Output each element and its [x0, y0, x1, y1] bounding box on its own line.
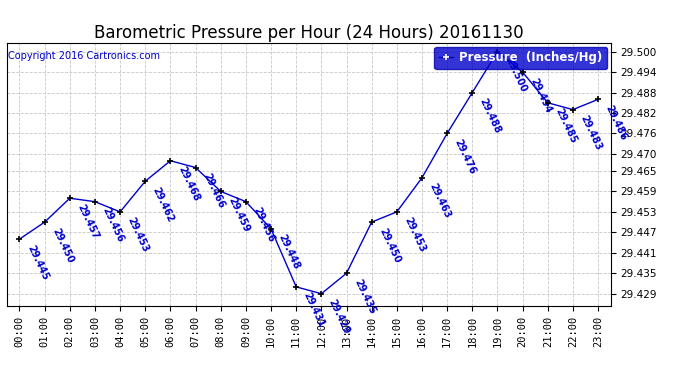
Text: 29.459: 29.459 [226, 196, 251, 234]
Text: 29.463: 29.463 [428, 182, 453, 220]
Text: 29.429: 29.429 [327, 298, 352, 336]
Text: 29.468: 29.468 [176, 165, 201, 203]
Text: 29.485: 29.485 [553, 107, 578, 145]
Text: 29.431: 29.431 [302, 291, 326, 329]
Legend: Pressure  (Inches/Hg): Pressure (Inches/Hg) [434, 46, 607, 69]
Text: 29.456: 29.456 [251, 206, 277, 244]
Text: 29.500: 29.500 [503, 56, 528, 94]
Text: 29.457: 29.457 [75, 202, 100, 241]
Text: 29.494: 29.494 [528, 76, 553, 114]
Text: 29.445: 29.445 [25, 243, 50, 282]
Text: 29.453: 29.453 [402, 216, 427, 254]
Text: 29.448: 29.448 [277, 233, 302, 272]
Text: 29.483: 29.483 [578, 114, 604, 152]
Text: 29.476: 29.476 [453, 138, 477, 176]
Text: Copyright 2016 Cartronics.com: Copyright 2016 Cartronics.com [8, 51, 160, 61]
Text: 29.450: 29.450 [50, 226, 75, 264]
Text: 29.450: 29.450 [377, 226, 402, 264]
Text: 29.435: 29.435 [352, 278, 377, 316]
Title: Barometric Pressure per Hour (24 Hours) 20161130: Barometric Pressure per Hour (24 Hours) … [94, 24, 524, 42]
Text: 29.486: 29.486 [604, 104, 629, 142]
Text: 29.488: 29.488 [478, 97, 503, 135]
Text: 29.462: 29.462 [151, 185, 176, 224]
Text: 29.453: 29.453 [126, 216, 150, 254]
Text: 29.456: 29.456 [101, 206, 126, 244]
Text: 29.466: 29.466 [201, 172, 226, 210]
